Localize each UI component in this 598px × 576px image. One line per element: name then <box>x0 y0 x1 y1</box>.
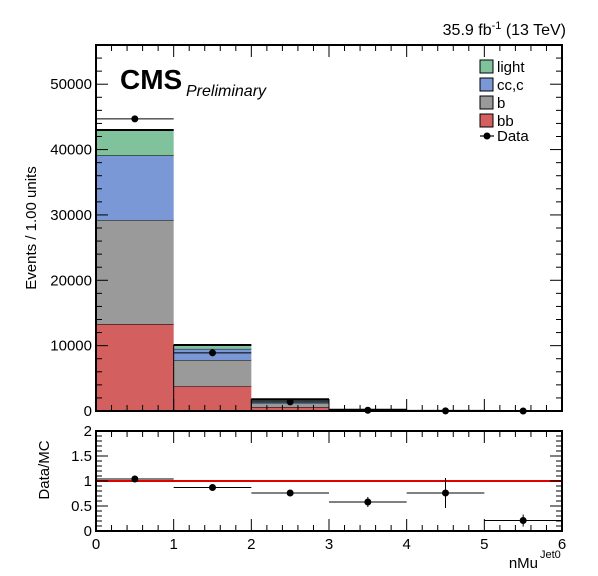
data-point-bin-1 <box>209 349 216 356</box>
legend: light cc,c b bb Data <box>480 59 529 145</box>
ratio-y-tick-label-3: 1.5 <box>71 448 92 465</box>
ratio-point-bin-1 <box>209 484 216 491</box>
ratio-y-tick-label-2: 1 <box>84 473 92 490</box>
legend-label-b: b <box>497 95 505 112</box>
ratio-points <box>96 476 562 527</box>
bar-bb-bin-0 <box>96 324 174 411</box>
y-axis-title-main: Events / 1.00 units <box>23 166 40 289</box>
x-tick-label-1: 1 <box>169 536 177 553</box>
legend-swatch-cc-c <box>480 78 493 91</box>
ratio-y-tick-label-0: 0 <box>84 523 92 540</box>
legend-label-cc-c: cc,c <box>497 77 524 94</box>
ratio-point-bin-0 <box>131 476 138 483</box>
lumi-label: 35.9 fb-1 (13 TeV) <box>443 20 566 39</box>
x-axis-title: nMu <box>509 555 538 571</box>
y-tick-label-2: 20000 <box>50 272 92 289</box>
legend-data-marker <box>484 133 491 140</box>
ratio-point-bin-2 <box>287 490 294 497</box>
legend-swatch-light <box>480 60 493 73</box>
x-tick-label-5: 5 <box>480 536 488 553</box>
ratio-point-bin-4 <box>442 490 449 497</box>
y-axis-title-ratio: Data/MC <box>36 440 53 499</box>
preliminary-label: Preliminary <box>186 83 267 100</box>
x-tick-label-2: 2 <box>247 536 255 553</box>
bar-bb-bin-1 <box>174 386 252 411</box>
y-tick-label-5: 50000 <box>50 76 92 93</box>
cms-label: CMS <box>120 64 182 95</box>
ratio-point-bin-5 <box>520 517 527 524</box>
y-tick-label-0: 0 <box>84 403 92 420</box>
ratio-y-tick-label-1: 0.5 <box>71 498 92 515</box>
ratio-y-tick-label-4: 2 <box>84 423 92 440</box>
lumi-superscript: -1 <box>492 20 502 32</box>
ratio-point-bin-3 <box>364 499 371 506</box>
x-tick-label-4: 4 <box>402 536 410 553</box>
legend-label-light: light <box>497 59 525 76</box>
stacked-histogram <box>96 130 562 411</box>
y-tick-label-4: 40000 <box>50 142 92 159</box>
legend-label-data: Data <box>497 128 529 145</box>
bar-b-bin-0 <box>96 220 174 324</box>
x-tick-label-3: 3 <box>325 536 333 553</box>
legend-swatch-b <box>480 96 493 109</box>
data-point-bin-0 <box>131 115 138 122</box>
y-tick-label-3: 30000 <box>50 207 92 224</box>
bar-b-bin-1 <box>174 360 252 386</box>
bar-cc-c-bin-0 <box>96 155 174 220</box>
x-axis-title-superscript: Jet0 <box>540 549 561 561</box>
x-tick-label-0: 0 <box>92 536 100 553</box>
y-tick-label-1: 10000 <box>50 338 92 355</box>
legend-swatch-bb <box>480 114 493 127</box>
bar-light-bin-0 <box>96 130 174 155</box>
data-point-bin-2 <box>287 398 294 405</box>
